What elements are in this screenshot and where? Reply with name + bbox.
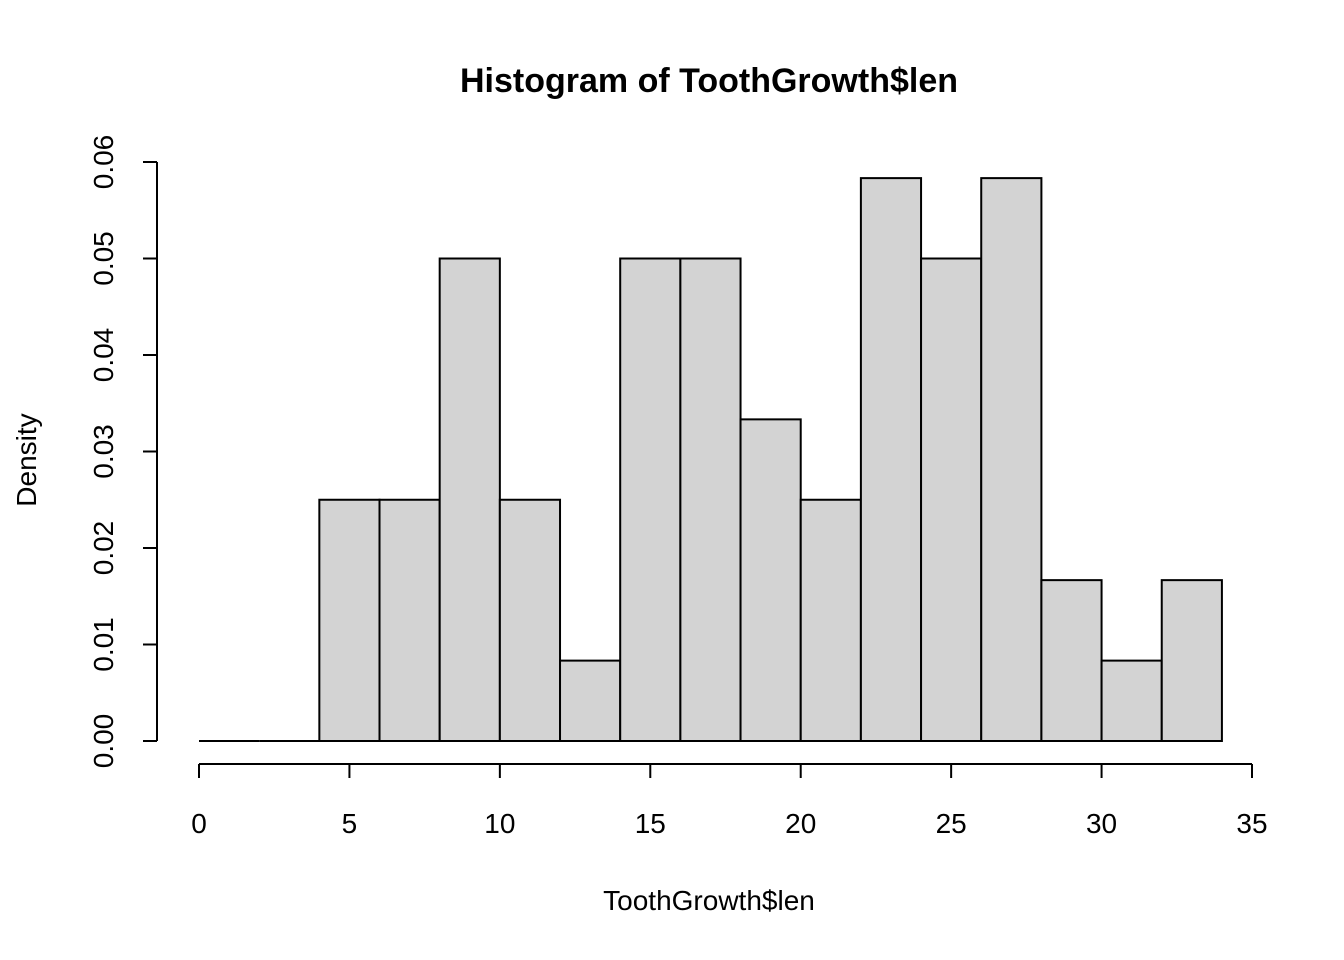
histogram-bar [498,498,562,742]
x-tick-label: 20 [785,808,816,839]
histogram-bar [619,257,682,742]
histogram-bar [980,177,1043,743]
y-tick-label: 0.00 [88,714,119,769]
x-tick-label: 15 [635,808,666,839]
y-axis-label: Density [11,413,42,506]
y-tick-label: 0.05 [88,231,119,286]
histogram-bar [859,177,923,743]
histogram-bar [378,498,441,742]
histogram-bar [679,257,742,742]
chart-title: Histogram of ToothGrowth$len [460,62,958,100]
y-tick-label: 0.03 [88,424,119,479]
histogram-bar [739,418,802,742]
x-tick-label: 10 [484,808,515,839]
x-axis: 0 5 10 15 20 25 30 35 [191,763,1268,839]
x-tick-label: 25 [936,808,967,839]
x-axis-label: ToothGrowth$len [603,885,815,916]
bars-group [199,177,1223,743]
x-tick-label: 30 [1086,808,1117,839]
histogram-bar [559,659,622,742]
histogram-bar [799,498,862,742]
histogram-bar [318,498,381,742]
x-tick-label: 5 [342,808,358,839]
histogram-bar [1160,579,1223,743]
x-tick-label: 35 [1236,808,1267,839]
x-tick-label: 0 [191,808,207,839]
y-tick-label: 0.04 [88,328,119,383]
histogram-bar [1040,579,1103,743]
histogram-bar [438,257,501,742]
y-tick-label: 0.01 [88,617,119,672]
histogram-bar [920,257,983,742]
y-tick-label: 0.02 [88,521,119,576]
y-axis: 0.00 0.01 0.02 0.03 0.04 0.05 0.06 [88,135,158,769]
y-tick-label: 0.06 [88,135,119,190]
histogram-bar [1100,659,1163,742]
